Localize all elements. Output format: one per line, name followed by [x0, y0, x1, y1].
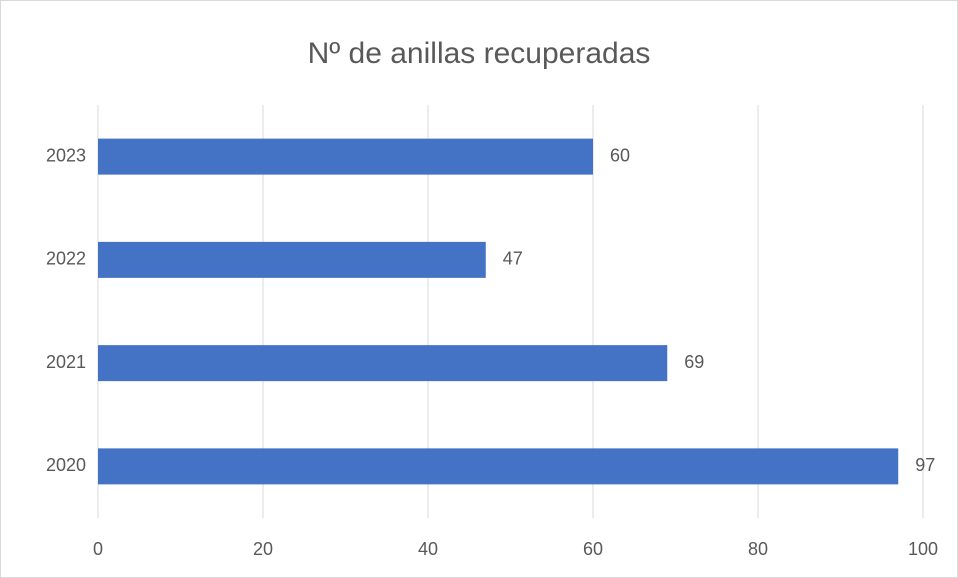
data-label: 47 — [503, 249, 523, 269]
data-label: 69 — [684, 352, 704, 372]
bar — [98, 448, 899, 485]
y-tick-label: 2021 — [46, 352, 86, 372]
x-tick-label: 40 — [418, 539, 438, 559]
y-tick-label: 2020 — [46, 455, 86, 475]
y-tick-label: 2023 — [46, 145, 86, 165]
x-tick-label: 0 — [93, 539, 103, 559]
bar — [98, 241, 486, 278]
y-tick-label: 2022 — [46, 249, 86, 269]
bar — [98, 345, 668, 382]
chart-title: Nº de anillas recuperadas — [308, 37, 651, 70]
data-label: 60 — [610, 145, 630, 165]
x-tick-label: 100 — [908, 539, 938, 559]
data-label: 97 — [915, 455, 935, 475]
x-tick-label: 60 — [583, 539, 603, 559]
bar — [98, 138, 593, 175]
x-tick-label: 80 — [748, 539, 768, 559]
x-tick-label: 20 — [253, 539, 273, 559]
